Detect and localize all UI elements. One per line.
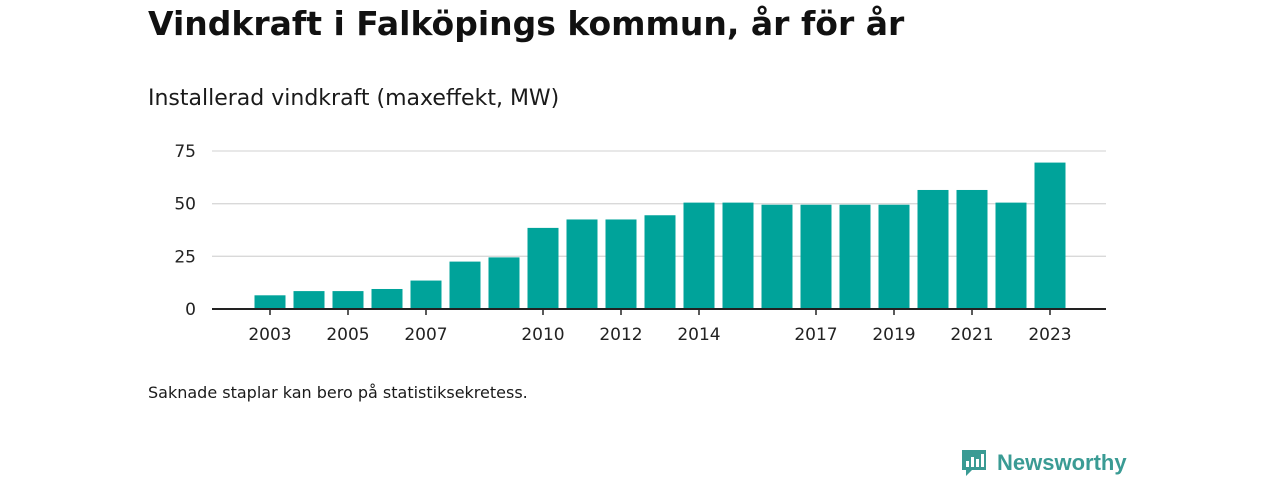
x-tick-label: 2012 <box>599 325 642 345</box>
bar <box>293 291 325 309</box>
brand-name: Newsworthy <box>997 450 1127 475</box>
bar <box>449 261 481 309</box>
x-tick-label: 2003 <box>248 325 291 345</box>
bar <box>332 291 364 309</box>
chart-subtitle: Installerad vindkraft (maxeffekt, MW) <box>148 86 560 111</box>
bar <box>605 219 637 309</box>
y-tick-label: 25 <box>174 247 196 267</box>
bar <box>683 202 715 309</box>
bar <box>878 204 910 309</box>
y-tick-label: 50 <box>174 195 196 215</box>
bar <box>644 215 676 309</box>
bar <box>800 204 832 309</box>
x-tick-label: 2014 <box>677 325 720 345</box>
axes: 0 25 50 75 2003 2005 2007 2010 2012 2014 2017 2019 2… <box>174 142 1106 345</box>
bar <box>566 219 598 309</box>
x-tick-label: 2010 <box>521 325 564 345</box>
bar <box>371 288 403 309</box>
newsworthy-logo-icon <box>962 450 986 476</box>
bar <box>488 257 520 309</box>
x-tick-label: 2007 <box>404 325 447 345</box>
y-tick-label: 75 <box>174 142 196 162</box>
bar <box>254 295 286 309</box>
x-tick-label: 2017 <box>794 325 837 345</box>
brand-logo[interactable]: Newsworthy <box>960 446 1127 480</box>
bar <box>995 202 1027 309</box>
y-tick-label: 0 <box>185 300 196 320</box>
bar <box>410 280 442 309</box>
x-tick-label: 2023 <box>1028 325 1071 345</box>
x-tick-label: 2005 <box>326 325 369 345</box>
bars <box>254 162 1066 309</box>
bar <box>956 189 988 309</box>
bar <box>839 204 871 309</box>
chart-title: Vindkraft i Falköpings kommun, år för år <box>148 4 905 43</box>
bar <box>1034 162 1066 309</box>
x-tick-label: 2019 <box>872 325 915 345</box>
footnote: Saknade staplar kan bero på statistiksek… <box>148 383 528 402</box>
x-tick-label: 2021 <box>950 325 993 345</box>
bar <box>722 202 754 309</box>
bar <box>527 227 559 309</box>
bar <box>917 189 949 309</box>
bar <box>761 204 793 309</box>
